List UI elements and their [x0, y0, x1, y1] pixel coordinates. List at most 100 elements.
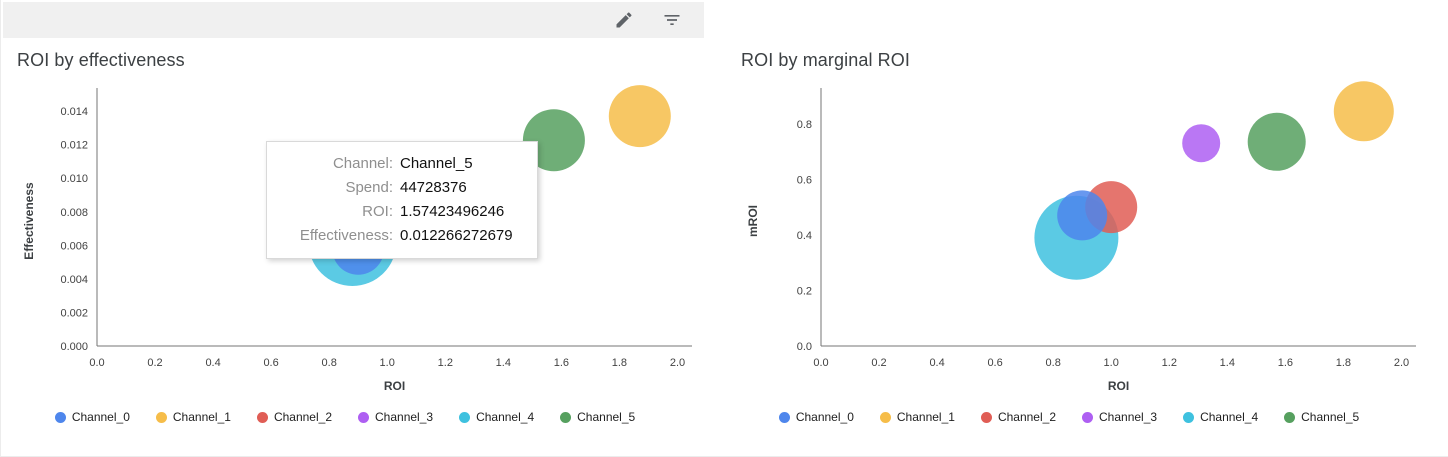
x-tick-label: 0.6	[263, 357, 278, 369]
edit-button[interactable]	[612, 8, 636, 32]
y-tick-label: 0.4	[797, 230, 812, 242]
filter-button[interactable]	[660, 8, 684, 32]
legend-label: Channel_5	[577, 410, 636, 424]
tooltip-channel-label: Channel:	[332, 155, 393, 172]
panel-roi-effectiveness: ROI by effectiveness 0.0 0.2 0.4 0.6 0.8 1.0 1…	[1, 40, 725, 424]
legend-label: Channel_2	[997, 410, 1056, 424]
x-tick-label: 1.2	[1162, 357, 1177, 369]
tooltip-roi-label: ROI:	[362, 203, 393, 220]
legend-item-Channel_1[interactable]: Channel_1	[155, 410, 231, 424]
y-tick-label: 0.0	[797, 341, 812, 353]
roi-mroi-chart[interactable]: 0.0 0.2 0.4 0.6 0.8 1.0 1.2 1.4 1.6 1.8 2.0 0.0 0.2 0…	[741, 81, 1441, 396]
x-tick-label: 0.4	[205, 357, 220, 369]
legend-item-Channel_3[interactable]: Channel_3	[1082, 410, 1157, 424]
bubble-Channel_0[interactable]	[1057, 190, 1108, 241]
legend-dot	[358, 411, 369, 423]
legend-label: Channel_1	[172, 410, 231, 424]
x-tick-label: 1.4	[496, 357, 511, 369]
legend-dot	[256, 411, 268, 423]
legend-item-Channel_2[interactable]: Channel_2	[980, 410, 1056, 424]
legend-item-Channel_0[interactable]: Channel_0	[778, 410, 854, 424]
legend-label: Channel_0	[71, 410, 130, 424]
x-tick-label: 0.6	[987, 357, 1002, 369]
legend-item-Channel_5[interactable]: Channel_5	[1284, 410, 1359, 424]
x-tick-label: 1.0	[1104, 357, 1119, 369]
chart-title: ROI by effectiveness	[17, 50, 185, 70]
tooltip-spend-value: 44728376	[400, 179, 467, 196]
legend-dot	[1284, 411, 1296, 423]
legend-roi-mroi: Channel_0 Channel_1 Channel_2 Channel_3 Chan…	[741, 410, 1397, 424]
legend-item-Channel_4[interactable]: Channel_4	[1183, 410, 1258, 424]
legend-dot	[879, 411, 891, 423]
legend-dot	[54, 411, 66, 423]
y-tick-label: 0.008	[60, 207, 88, 219]
x-tick-label: 1.6	[1278, 357, 1293, 369]
tooltip-roi-value: 1.57423496246	[400, 203, 505, 220]
y-tick-label: 0.000	[60, 341, 88, 353]
filter-icon	[664, 15, 680, 25]
roi-effectiveness-chart-area: 0.0 0.2 0.4 0.6 0.8 1.0 1.2 1.4 1.6 1.8 2.0 0.000 0.…	[17, 81, 717, 396]
x-tick-label: 1.2	[438, 357, 453, 369]
legend-item-Channel_4[interactable]: Channel_4	[459, 410, 534, 424]
y-tick-label: 0.002	[60, 307, 88, 319]
x-tick-label: 0.2	[147, 357, 162, 369]
legend-dot	[560, 411, 572, 423]
y-tick-label: 0.6	[797, 174, 812, 186]
legend-label: Channel_3	[1099, 410, 1158, 424]
chart-title: ROI by marginal ROI	[741, 50, 910, 70]
x-axis-title: ROI	[1108, 379, 1129, 393]
roi-mroi-chart-area: 0.0 0.2 0.4 0.6 0.8 1.0 1.2 1.4 1.6 1.8 2.0 0.0 0.2 0…	[741, 81, 1441, 396]
legend-label: Channel_3	[375, 410, 434, 424]
x-tick-label: 0.2	[871, 357, 886, 369]
legend-roi-effectiveness: Channel_0 Channel_1 Channel_2 Channel_3 Chan…	[17, 410, 673, 424]
legend-label: Channel_0	[795, 410, 854, 424]
chart-tooltip: Channel: Channel_5 Spend: 44728376 ROI: …	[266, 141, 538, 259]
bubble-Channel_1[interactable]	[608, 85, 671, 148]
x-tick-label: 1.8	[612, 357, 627, 369]
x-tick-label: 0.0	[89, 357, 104, 369]
tooltip-channel-value: Channel_5	[400, 155, 473, 172]
x-tick-label: 0.4	[929, 357, 944, 369]
y-tick-label: 0.010	[60, 173, 88, 185]
x-tick-label: 2.0	[670, 357, 685, 369]
legend-item-Channel_1[interactable]: Channel_1	[879, 410, 955, 424]
y-tick-label: 0.8	[797, 119, 812, 131]
legend-item-Channel_0[interactable]: Channel_0	[54, 410, 130, 424]
y-axis-title: mROI	[746, 205, 760, 237]
tooltip-effectiveness-label: Effectiveness:	[299, 227, 393, 244]
legend-label: Channel_5	[1301, 410, 1360, 424]
legend-dot	[459, 411, 471, 423]
charts-row: ROI by effectiveness 0.0 0.2 0.4 0.6 0.8 1.0 1…	[1, 40, 1448, 424]
y-axis-title: Effectiveness	[22, 182, 36, 260]
legend-item-Channel_3[interactable]: Channel_3	[358, 410, 433, 424]
y-tick-label: 0.012	[60, 140, 88, 152]
x-tick-label: 0.0	[813, 357, 828, 369]
x-tick-label: 1.0	[380, 357, 395, 369]
legend-item-Channel_5[interactable]: Channel_5	[560, 410, 635, 424]
bubble-Channel_5[interactable]	[1247, 112, 1306, 171]
legend-dot	[1082, 411, 1093, 423]
tooltip-effectiveness-value: 0.012266272679	[400, 227, 513, 244]
bubble-Channel_3[interactable]	[1182, 124, 1221, 163]
legend-dot	[1183, 411, 1195, 423]
tooltip-spend-label: Spend:	[345, 179, 393, 196]
legend-label: Channel_4	[476, 410, 535, 424]
bubble-Channel_1[interactable]	[1333, 81, 1394, 142]
legend-dot	[155, 411, 167, 423]
y-tick-label: 0.2	[797, 285, 812, 297]
toolbar	[3, 2, 704, 38]
legend-dot	[778, 411, 790, 423]
x-tick-label: 1.6	[554, 357, 569, 369]
bubble-Channel_5[interactable]	[522, 109, 585, 172]
x-axis-title: ROI	[384, 379, 405, 393]
y-tick-label: 0.006	[60, 240, 88, 252]
x-tick-label: 1.8	[1336, 357, 1351, 369]
legend-label: Channel_4	[1200, 410, 1259, 424]
legend-label: Channel_1	[896, 410, 955, 424]
legend-item-Channel_2[interactable]: Channel_2	[256, 410, 332, 424]
x-tick-label: 0.8	[1046, 357, 1061, 369]
x-tick-label: 0.8	[322, 357, 337, 369]
edit-icon	[616, 12, 632, 28]
legend-label: Channel_2	[273, 410, 332, 424]
